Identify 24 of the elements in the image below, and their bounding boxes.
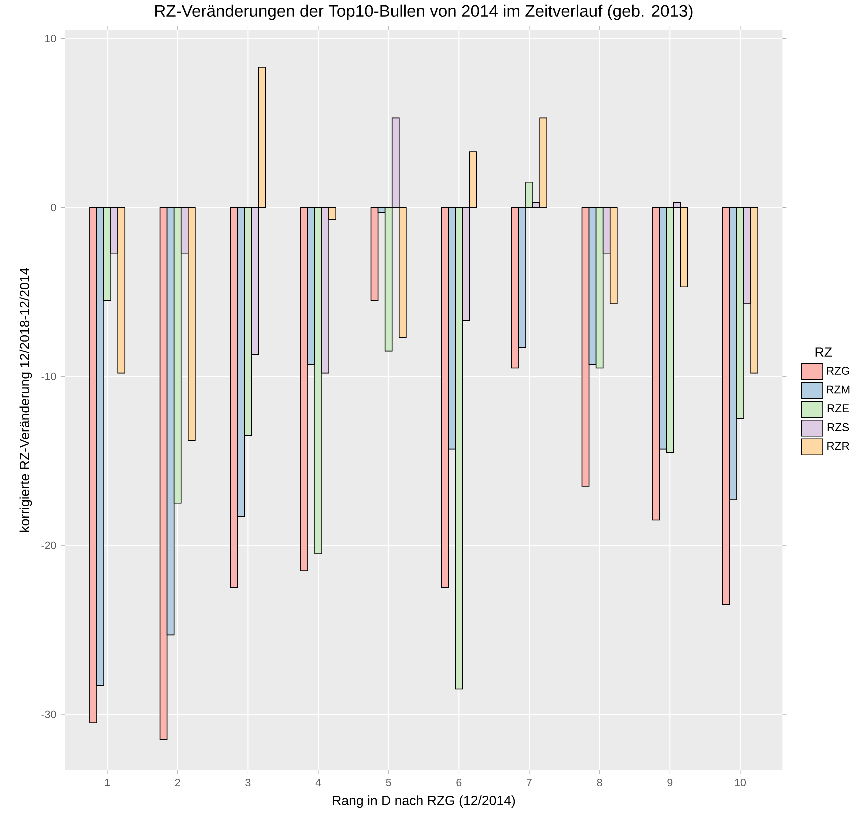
legend-label: RZS — [828, 423, 850, 432]
y-tick-label: -30 — [42, 710, 56, 718]
x-axis-title: Rang in D nach RZG (12/2014) — [333, 796, 516, 808]
y-tick-label: 10 — [46, 35, 56, 43]
legend-label: RZR — [828, 442, 850, 450]
x-tick-label: 3 — [246, 779, 251, 787]
x-tick-label: 10 — [735, 779, 746, 787]
y-tick-label: -10 — [42, 372, 56, 380]
legend-label: RZE — [828, 404, 850, 412]
x-tick-label: 8 — [597, 779, 602, 787]
legend-title: RZ — [816, 348, 832, 357]
chart-title: RZ-Veränderungen der Top10-Bullen von 2014 im Zeitverlauf (geb. 2013) — [156, 4, 693, 20]
x-tick-label: 7 — [527, 779, 532, 786]
y-tick-label: 0 — [51, 204, 56, 212]
x-tick-label: 2 — [175, 779, 180, 786]
x-tick-label: 6 — [456, 779, 462, 787]
legend-label: RZM — [826, 386, 850, 394]
legend-label: RZG — [827, 367, 850, 376]
x-tick-label: 4 — [316, 779, 322, 786]
x-tick-label: 9 — [668, 779, 673, 787]
x-tick-label: 1 — [105, 779, 110, 786]
y-tick-label: -20 — [42, 542, 56, 550]
x-tick-label: 5 — [386, 779, 392, 786]
y-axis-title: korrigierte RZ-Veränderung 12/2018-12/2014 — [20, 268, 32, 532]
